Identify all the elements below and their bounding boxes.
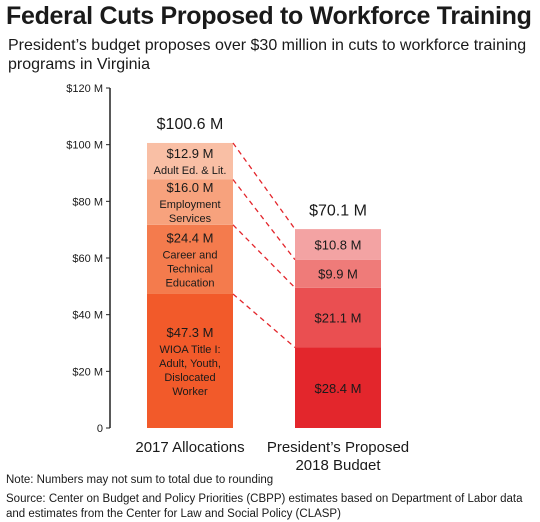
y-tick-label: $100 M	[66, 140, 103, 152]
segment-value-label: $21.1 M	[315, 311, 362, 326]
segment-category-label: Worker	[172, 386, 208, 398]
segment-category-label: Education	[166, 277, 215, 289]
segment-category-label: Employment	[159, 199, 220, 211]
segment-value-label: $10.8 M	[315, 237, 362, 252]
segment-value-label: $9.9 M	[318, 267, 358, 282]
y-tick-label: $20 M	[72, 366, 103, 378]
footnote: Note: Numbers may not sum to total due t…	[6, 474, 274, 486]
chart-subtitle: President’s budget proposes over $30 mil…	[8, 37, 527, 73]
y-tick-label: $120 M	[66, 83, 103, 95]
bar-total-label: $100.6 M	[157, 116, 224, 133]
y-tick-label: $80 M	[72, 196, 103, 208]
segment-value-label: $28.4 M	[315, 381, 362, 396]
bar-segment	[295, 229, 381, 260]
bar-total-label: $70.1 M	[309, 202, 367, 219]
segment-category-label: Career and	[162, 249, 217, 261]
bar-segment	[295, 259, 381, 288]
segment-category-label: WIOA Title I:	[159, 344, 220, 356]
connector-line	[232, 179, 296, 261]
segment-category-label: Dislocated	[164, 372, 215, 384]
segment-category-label: Adult, Youth,	[159, 358, 221, 370]
x-category-label: President’s Proposed	[267, 439, 409, 456]
stacked-bar-chart: 0 $20 M $40 M $60 M $80 M $100 M $120 M $47.3 M…	[66, 83, 409, 470]
x-category-label: 2017 Allocations	[135, 439, 244, 456]
connector-line	[232, 293, 296, 349]
bar-segment	[147, 179, 233, 225]
chart-title: Federal Cuts Proposed to Workforce Train…	[6, 2, 532, 30]
connector-line	[232, 142, 296, 230]
x-category-label: 2018 Budget	[295, 457, 381, 470]
source-note: Source: Center on Budget and Policy Prio…	[6, 493, 523, 520]
segment-category-label: Services	[169, 213, 212, 225]
segment-value-label: $24.4 M	[167, 230, 214, 245]
connector-line	[232, 224, 296, 289]
y-tick-label: 0	[97, 423, 103, 435]
bar-segment	[147, 224, 233, 294]
bar-segment	[295, 347, 381, 428]
segment-value-label: $16.0 M	[167, 180, 214, 195]
segment-value-label: $47.3 M	[167, 325, 214, 340]
bar-segment	[147, 142, 233, 180]
segment-value-label: $12.9 M	[167, 146, 214, 161]
y-tick-label: $40 M	[72, 310, 103, 322]
segment-category-label: Technical	[167, 263, 213, 275]
y-tick-label: $60 M	[72, 253, 103, 265]
bar-segment	[147, 293, 233, 428]
bar-segment	[295, 287, 381, 348]
segment-category-label: Adult Ed. & Lit.	[154, 165, 227, 177]
